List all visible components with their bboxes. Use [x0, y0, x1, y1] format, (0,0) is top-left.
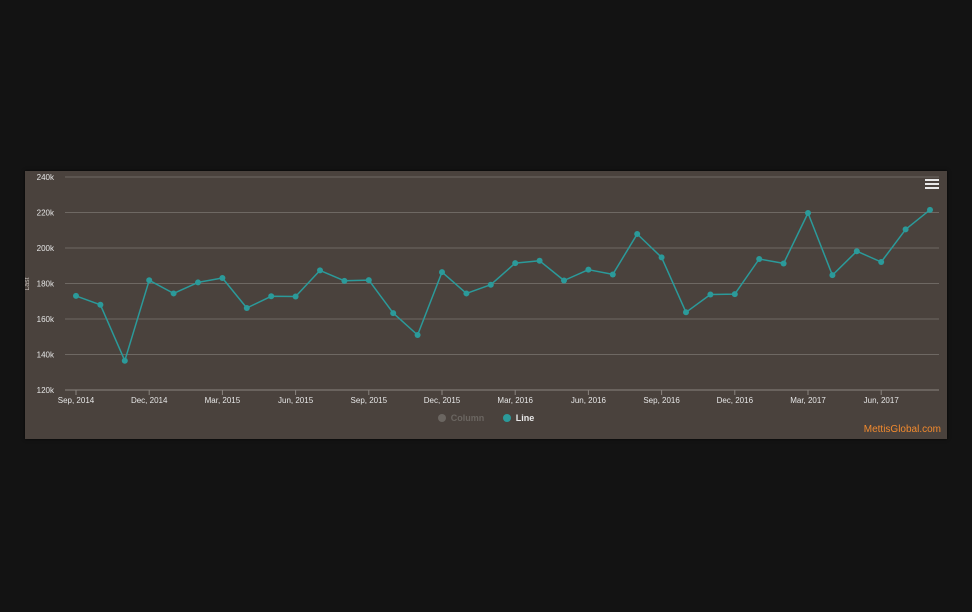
data-point	[853, 248, 860, 255]
y-tick-label: 220k	[37, 209, 55, 218]
x-tick-label: Sep, 2016	[643, 396, 680, 405]
data-point	[927, 206, 933, 213]
data-point	[73, 292, 79, 299]
series-line	[73, 206, 933, 364]
data-point	[365, 277, 372, 284]
legend-label-column: Column	[450, 413, 485, 423]
data-point	[536, 257, 543, 264]
data-point	[561, 277, 567, 284]
data-point	[829, 272, 836, 279]
y-tick-label: 140k	[37, 351, 55, 360]
data-point	[97, 301, 104, 308]
data-point	[439, 269, 445, 276]
y-axis: 120k 140k 160k 180k 200k 220k 240k Last	[25, 173, 55, 395]
x-tick-label: Jun, 2015	[278, 396, 314, 405]
y-tick-label: 120k	[37, 386, 55, 395]
data-point	[268, 293, 275, 300]
x-tick-label: Mar, 2015	[205, 396, 241, 405]
y-tick-label: 240k	[37, 173, 55, 182]
x-tick-label: Jun, 2017	[864, 396, 900, 405]
series-line-path	[75, 209, 931, 362]
x-tick-label: Mar, 2016	[497, 396, 533, 405]
credit-link[interactable]: MettisGlobal.com	[863, 424, 941, 435]
chart-panel: 120k 140k 160k 180k 200k 220k 240k Last Sep, 20…	[25, 171, 947, 439]
legend: Column Line	[25, 413, 947, 423]
data-point	[805, 210, 811, 217]
x-tick-label: Sep, 2014	[58, 396, 95, 405]
data-point	[170, 290, 177, 297]
data-point	[780, 260, 787, 267]
data-point	[414, 331, 421, 338]
x-tick-label: Sep, 2015	[351, 396, 388, 405]
legend-marker-line	[502, 414, 511, 422]
data-point	[634, 230, 641, 237]
data-point	[707, 291, 714, 298]
data-point	[609, 271, 616, 278]
legend-label-line: Line	[515, 413, 535, 423]
data-point	[195, 279, 201, 286]
data-point	[390, 310, 397, 317]
data-point	[731, 291, 738, 298]
data-point	[219, 274, 226, 281]
data-point	[658, 254, 665, 261]
x-tick-label: Mar, 2017	[790, 396, 826, 405]
data-point	[317, 267, 323, 274]
y-tick-label: 200k	[37, 244, 55, 253]
grid-lines	[65, 176, 939, 391]
chart-menu-icon[interactable]	[925, 177, 939, 191]
data-point	[121, 357, 128, 364]
x-tick-label: Dec, 2016	[717, 396, 754, 405]
data-point	[683, 309, 689, 316]
x-tick-label: Jun, 2016	[571, 396, 607, 405]
data-point	[146, 277, 153, 284]
data-point	[585, 266, 592, 273]
x-axis: Sep, 2014 Dec, 2014 Mar, 2015 Jun, 2015 Sep,…	[58, 390, 900, 405]
legend-item-column[interactable]: Column	[437, 413, 485, 423]
line-chart: 120k 140k 160k 180k 200k 220k 240k Last Sep, 20…	[25, 173, 939, 405]
x-tick-label: Dec, 2014	[131, 396, 168, 405]
data-point	[756, 256, 763, 263]
data-point	[243, 304, 250, 311]
data-point	[487, 281, 494, 288]
y-tick-label: 160k	[37, 315, 55, 324]
data-point	[512, 260, 519, 267]
data-point	[341, 277, 348, 284]
data-point	[902, 226, 909, 233]
legend-marker-column	[437, 414, 446, 422]
legend-item-line[interactable]: Line	[502, 413, 535, 423]
y-axis-title: Last	[25, 277, 31, 290]
x-tick-label: Dec, 2015	[424, 396, 461, 405]
data-point	[292, 293, 299, 300]
y-tick-label: 180k	[37, 280, 55, 289]
data-point	[463, 290, 470, 297]
data-point	[878, 259, 885, 266]
